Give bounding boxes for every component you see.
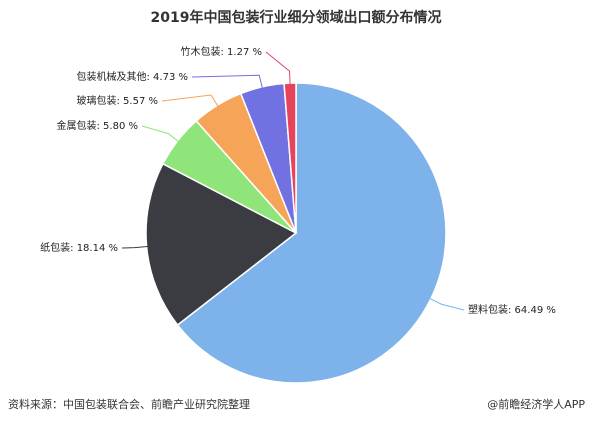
- slice-label: 包装机械及其他: 4.73 %: [77, 70, 189, 83]
- leader-line: [161, 94, 220, 109]
- leader-line: [141, 125, 182, 144]
- leader-line: [121, 245, 151, 249]
- slice-label: 玻璃包装: 5.57 %: [77, 94, 159, 107]
- source: 资料来源：中国包装联合会、前瞻产业研究院整理: [8, 397, 250, 411]
- chart-title: 2019年中国包装行业细分领域出口额分布情况: [151, 9, 442, 26]
- slice-label: 竹木包装: 1.27 %: [181, 45, 263, 58]
- leader-line: [191, 74, 264, 91]
- slice-label: 塑料包装: 64.49 %: [468, 303, 556, 316]
- leader-line: [426, 296, 465, 311]
- footer: @前瞻经济学人APP: [487, 397, 585, 411]
- slice-label: 纸包装: 18.14 %: [40, 241, 118, 254]
- slice-label: 金属包装: 5.80 %: [57, 119, 139, 132]
- leader-line: [265, 51, 291, 88]
